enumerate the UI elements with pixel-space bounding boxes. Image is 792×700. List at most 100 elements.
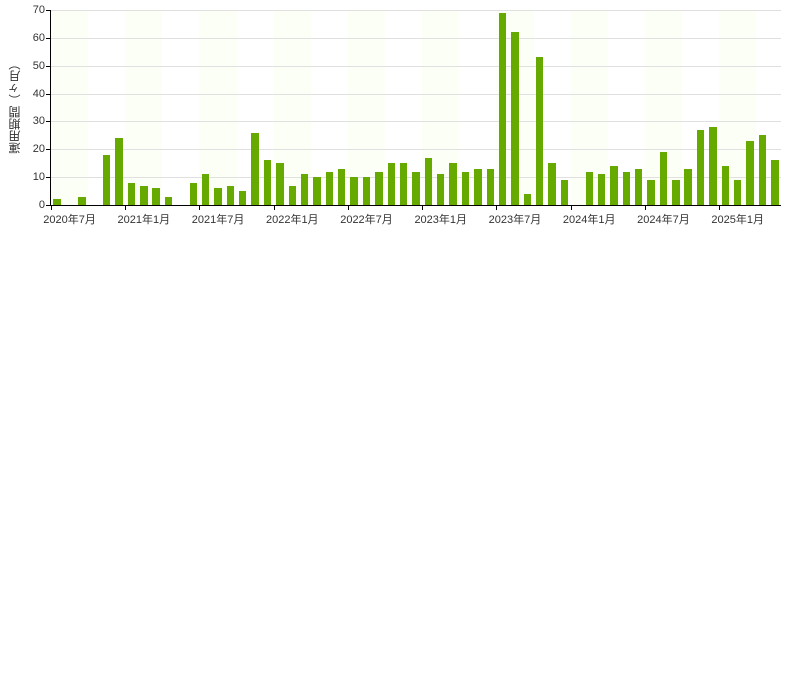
y-tick-label: 40 bbox=[21, 88, 45, 100]
bar bbox=[449, 163, 456, 205]
y-tick bbox=[46, 121, 51, 122]
grid-band bbox=[162, 10, 199, 205]
x-tick-label: 2023年1月 bbox=[414, 211, 467, 227]
bar bbox=[338, 169, 345, 205]
bar bbox=[53, 199, 60, 205]
bar bbox=[388, 163, 395, 205]
x-tick bbox=[571, 205, 572, 210]
grid-band bbox=[51, 10, 88, 205]
y-tick-label: 70 bbox=[21, 4, 45, 16]
y-tick bbox=[46, 66, 51, 67]
bar bbox=[548, 163, 555, 205]
x-tick bbox=[719, 205, 720, 210]
y-tick-label: 60 bbox=[21, 32, 45, 44]
bar bbox=[214, 188, 221, 205]
bar bbox=[499, 13, 506, 205]
bar bbox=[227, 186, 234, 206]
x-tick bbox=[348, 205, 349, 210]
bar bbox=[363, 177, 370, 205]
bar bbox=[400, 163, 407, 205]
bar bbox=[536, 57, 543, 205]
bar bbox=[152, 188, 159, 205]
bar bbox=[289, 186, 296, 206]
x-tick bbox=[125, 205, 126, 210]
bar bbox=[425, 158, 432, 205]
bar bbox=[722, 166, 729, 205]
bar bbox=[103, 155, 110, 205]
gridline bbox=[51, 38, 781, 39]
bar bbox=[598, 174, 605, 205]
x-tick-label: 2021年1月 bbox=[117, 211, 170, 227]
x-tick-label: 2022年7月 bbox=[340, 211, 393, 227]
bar bbox=[462, 172, 469, 205]
bar bbox=[771, 160, 778, 205]
gridline bbox=[51, 149, 781, 150]
x-tick-label: 2020年7月 bbox=[43, 211, 96, 227]
y-tick-label: 30 bbox=[21, 115, 45, 127]
x-tick bbox=[645, 205, 646, 210]
bar bbox=[239, 191, 246, 205]
grid-band bbox=[125, 10, 162, 205]
bar bbox=[301, 174, 308, 205]
y-tick-label: 0 bbox=[21, 199, 45, 211]
bar bbox=[623, 172, 630, 205]
x-tick bbox=[496, 205, 497, 210]
bar bbox=[697, 130, 704, 205]
gridline bbox=[51, 121, 781, 122]
y-tick-label: 50 bbox=[21, 60, 45, 72]
bar bbox=[561, 180, 568, 205]
x-tick-label: 2022年1月 bbox=[266, 211, 319, 227]
bar bbox=[128, 183, 135, 205]
plot-area: 0102030405060702020年7月2021年1月2021年7月2022… bbox=[50, 10, 781, 206]
bar bbox=[326, 172, 333, 205]
bar bbox=[524, 194, 531, 205]
x-tick-label: 2025年1月 bbox=[711, 211, 764, 227]
bar bbox=[437, 174, 444, 205]
bar bbox=[635, 169, 642, 205]
bar bbox=[375, 172, 382, 205]
y-tick bbox=[46, 149, 51, 150]
bar bbox=[115, 138, 122, 205]
x-tick-label: 2024年7月 bbox=[637, 211, 690, 227]
bar bbox=[264, 160, 271, 205]
gridline bbox=[51, 66, 781, 67]
x-tick-label: 2021年7月 bbox=[192, 211, 245, 227]
chart-container: 運用期間（ヶ月） 0102030405060702020年7月2021年1月20… bbox=[0, 0, 792, 700]
bar bbox=[684, 169, 691, 205]
bar bbox=[672, 180, 679, 205]
x-tick-label: 2023年7月 bbox=[489, 211, 542, 227]
bar bbox=[190, 183, 197, 205]
bar bbox=[746, 141, 753, 205]
y-axis-label: 運用期間（ヶ月） bbox=[6, 58, 23, 154]
x-tick bbox=[422, 205, 423, 210]
bar bbox=[140, 186, 147, 206]
bar bbox=[313, 177, 320, 205]
bar bbox=[610, 166, 617, 205]
bar bbox=[276, 163, 283, 205]
bar bbox=[350, 177, 357, 205]
bar bbox=[511, 32, 518, 205]
bar bbox=[487, 169, 494, 205]
bar bbox=[202, 174, 209, 205]
bar bbox=[165, 197, 172, 205]
bar bbox=[412, 172, 419, 205]
bar bbox=[660, 152, 667, 205]
y-tick-label: 10 bbox=[21, 171, 45, 183]
x-tick-label: 2024年1月 bbox=[563, 211, 616, 227]
bar bbox=[759, 135, 766, 205]
bar bbox=[734, 180, 741, 205]
y-tick bbox=[46, 94, 51, 95]
x-tick bbox=[51, 205, 52, 210]
x-tick bbox=[199, 205, 200, 210]
bar bbox=[709, 127, 716, 205]
gridline bbox=[51, 94, 781, 95]
y-tick bbox=[46, 10, 51, 11]
y-tick-label: 20 bbox=[21, 143, 45, 155]
bar bbox=[251, 133, 258, 205]
x-tick bbox=[274, 205, 275, 210]
y-tick bbox=[46, 38, 51, 39]
bar bbox=[474, 169, 481, 205]
y-tick bbox=[46, 177, 51, 178]
bar bbox=[78, 197, 85, 205]
bar bbox=[647, 180, 654, 205]
